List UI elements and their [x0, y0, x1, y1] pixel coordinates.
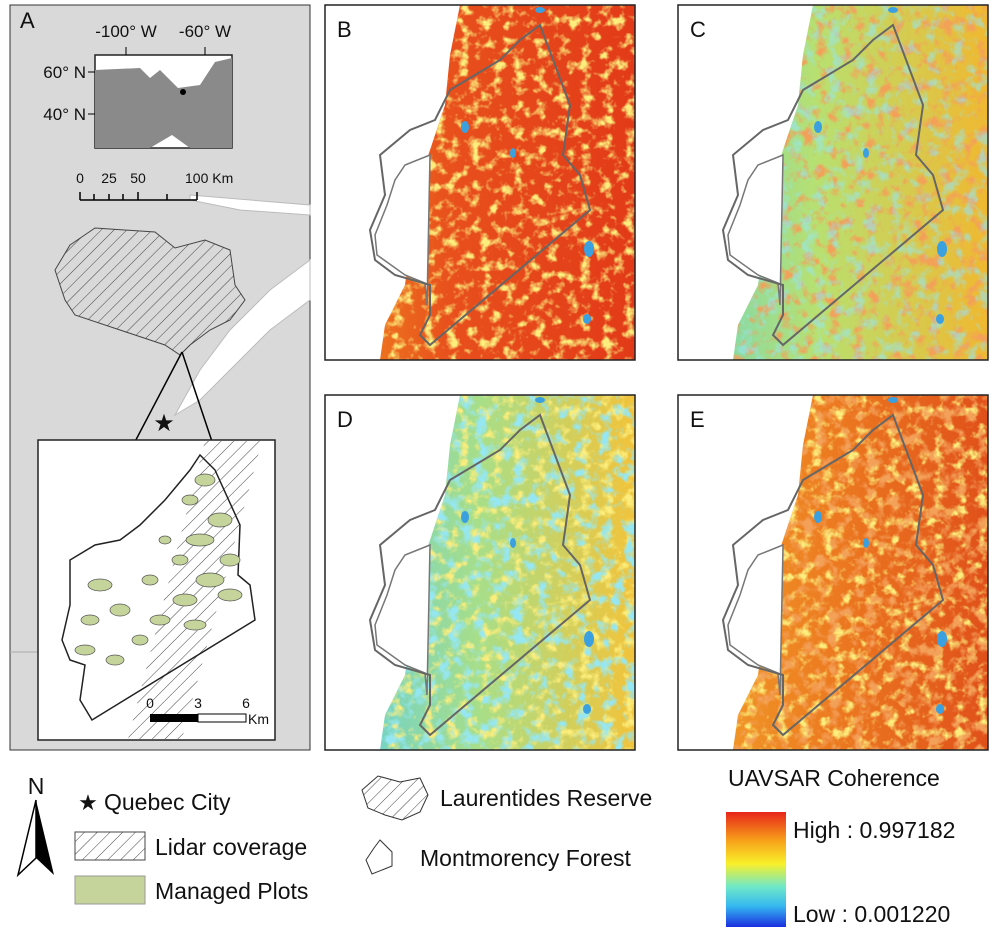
map-shape: [207, 512, 233, 528]
scale-unit: Km: [248, 711, 269, 727]
map-shape: [16, 799, 37, 878]
star-icon: ★: [78, 790, 98, 815]
scale-label: 0: [146, 695, 154, 711]
north-label: N: [28, 773, 45, 799]
map-shape: [141, 574, 159, 586]
map-shape: [150, 714, 198, 722]
colorbar: [726, 812, 786, 927]
scale-label: 3: [194, 695, 202, 711]
reserve-icon: [361, 775, 429, 821]
lat-label: 60° N: [43, 63, 86, 82]
scale-label: 0: [76, 170, 84, 186]
map-shape: [219, 553, 241, 567]
panel-label: C: [690, 17, 706, 42]
panel-label: E: [690, 407, 705, 432]
map-shape: [380, 395, 635, 750]
map-shape: [733, 5, 988, 360]
lat-label: 40° N: [43, 105, 86, 124]
panel-b: B: [324, 4, 636, 361]
legend-item: Managed Plots: [155, 878, 308, 904]
panel-d: D: [324, 394, 636, 751]
panel-a: -100° W -60° W 60° N 40° N 0 25 50 100 K…: [9, 4, 311, 751]
map-shape: [677, 394, 989, 751]
map-shape: [194, 473, 216, 487]
map-shape: [380, 5, 635, 360]
scale-label: 50: [130, 170, 146, 186]
panel-e: E: [677, 394, 989, 751]
panel-label: B: [337, 17, 352, 42]
panel-label: A: [20, 8, 35, 33]
lidar-swatch: [74, 831, 146, 861]
map-shape: [197, 713, 247, 723]
quebec-city-star: ★: [153, 410, 175, 437]
scale-label: 6: [242, 695, 250, 711]
map-shape: [183, 619, 207, 631]
map-shape: [109, 603, 131, 617]
river: [173, 194, 311, 417]
scale-bar: [79, 192, 198, 201]
legend-item: Lidar coverage: [155, 834, 307, 860]
plots-swatch: [74, 875, 146, 905]
legend-item: Montmorency Forest: [420, 845, 632, 871]
forest-outline: [61, 453, 256, 722]
map-shape: [80, 614, 100, 626]
legend-item: Quebec City: [104, 789, 231, 815]
map-shape: [380, 395, 635, 750]
map-shape: [677, 4, 989, 361]
scale-label: 100 Km: [185, 170, 233, 186]
managed-plots: [74, 473, 243, 666]
map-shape: [733, 395, 988, 750]
forest-icon: [365, 839, 393, 875]
legend: N ★ Quebec City Lidar coverage Managed P…: [16, 765, 955, 927]
land: [95, 58, 232, 148]
scale-label: 25: [101, 170, 117, 186]
map-shape: [324, 394, 636, 751]
map-shape: [733, 395, 988, 750]
map-shape: [195, 572, 225, 588]
map-shape: [172, 593, 198, 607]
map-shape: [733, 5, 988, 360]
map-shape: [171, 554, 189, 566]
panel-c: C: [677, 4, 989, 361]
map-shape: [74, 644, 96, 656]
map-shape: [324, 4, 636, 361]
map-shape: [131, 634, 149, 646]
colorbar-low: Low : 0.001220: [793, 901, 950, 927]
map-shape: [181, 494, 199, 506]
map-shape: [185, 533, 215, 547]
map-shape: [149, 614, 171, 626]
map-shape: [380, 5, 635, 360]
lon-label: -60° W: [179, 22, 231, 41]
map-shape: [158, 535, 172, 545]
map-shape: [217, 588, 243, 602]
north-arrow: [36, 800, 54, 875]
map-shape: [105, 654, 125, 666]
panel-label: D: [337, 407, 353, 432]
legend-item: Laurentides Reserve: [440, 785, 652, 811]
map-shape: [87, 578, 113, 592]
laurentides-reserve: [54, 227, 246, 356]
colorbar-high: High : 0.997182: [793, 817, 955, 843]
colorbar-title: UAVSAR Coherence: [728, 765, 940, 791]
lon-label: -100° W: [95, 22, 157, 41]
location-dot: [180, 89, 186, 95]
